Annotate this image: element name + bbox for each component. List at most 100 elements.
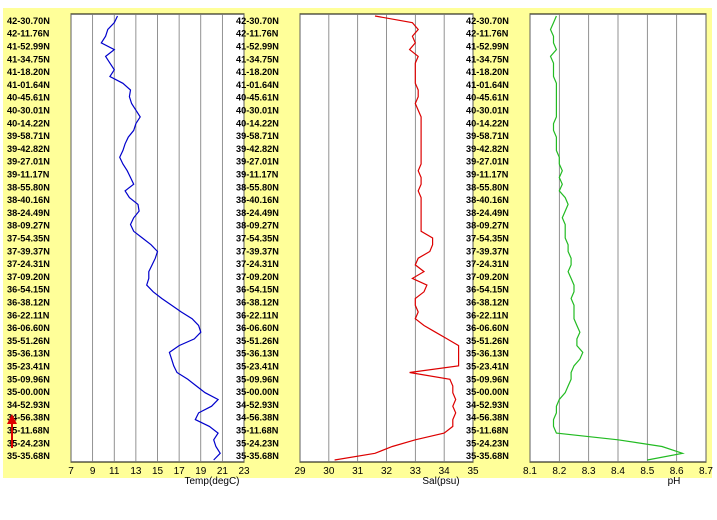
y-tick-label: 35-00.00N bbox=[236, 387, 279, 397]
y-tick-label: 40-14.22N bbox=[7, 118, 50, 128]
y-tick-label: 42-30.70N bbox=[466, 16, 509, 26]
y-tick-label: 38-09.27N bbox=[466, 221, 509, 231]
panel-1: 7 9 11 13 15 17 19 21 23 42-30.70N 42-11.76N 41-52.… bbox=[7, 13, 250, 487]
y-tick-label: 39-11.17N bbox=[466, 170, 509, 180]
x-tick-label: 8.5 bbox=[640, 466, 654, 477]
x-axis-title: pH bbox=[668, 476, 681, 487]
y-tick-label: 35-35.68N bbox=[7, 451, 50, 461]
y-tick-label: 41-01.64N bbox=[7, 80, 50, 90]
x-tick-label: 11 bbox=[109, 466, 120, 477]
y-tick-label: 36-38.12N bbox=[466, 298, 509, 308]
y-tick-label: 36-06.60N bbox=[7, 323, 50, 333]
series-line bbox=[100, 15, 221, 461]
x-tick-label: 8.7 bbox=[699, 466, 713, 477]
y-tick-label: 40-45.61N bbox=[7, 93, 50, 103]
y-tick-label: 35-23.41N bbox=[7, 362, 50, 372]
y-tick-label: 36-38.12N bbox=[236, 298, 279, 308]
y-tick-label: 39-42.82N bbox=[466, 144, 509, 154]
y-tick-label: 41-34.75N bbox=[7, 54, 50, 64]
y-tick-label: 42-30.70N bbox=[7, 16, 50, 26]
y-tick-label: 37-24.31N bbox=[236, 259, 279, 269]
x-tick-label: 29 bbox=[294, 466, 306, 477]
x-tick-label: 23 bbox=[238, 466, 250, 477]
y-tick-label: 40-30.01N bbox=[466, 106, 509, 116]
y-tick-label: 42-11.76N bbox=[236, 29, 279, 39]
y-tick-label: 40-30.01N bbox=[7, 106, 50, 116]
y-tick-label: 35-36.13N bbox=[466, 349, 509, 359]
x-tick-label: 8.2 bbox=[552, 466, 566, 477]
y-tick-label: 39-58.71N bbox=[466, 131, 509, 141]
y-tick-label: 35-36.13N bbox=[236, 349, 279, 359]
arrow-head bbox=[7, 414, 17, 424]
y-tick-label: 37-09.20N bbox=[7, 272, 50, 282]
y-tick-label: 35-51.26N bbox=[466, 336, 509, 346]
x-tick-label: 8.1 bbox=[523, 466, 537, 477]
y-tick-label: 38-40.16N bbox=[466, 195, 509, 205]
y-tick-label: 35-00.00N bbox=[7, 387, 50, 397]
y-tick-label: 38-55.80N bbox=[7, 182, 50, 192]
y-tick-label: 41-18.20N bbox=[466, 67, 509, 77]
y-tick-label: 37-24.31N bbox=[7, 259, 50, 269]
x-tick-label: 13 bbox=[130, 466, 142, 477]
y-tick-label: 36-54.15N bbox=[7, 285, 50, 295]
y-tick-label: 37-54.35N bbox=[466, 234, 509, 244]
x-tick-label: 21 bbox=[217, 466, 229, 477]
x-axis-title: Sal(psu) bbox=[422, 476, 459, 487]
y-tick-label: 39-11.17N bbox=[236, 170, 279, 180]
y-tick-label: 39-58.71N bbox=[236, 131, 279, 141]
direction-arrow-icon bbox=[7, 414, 17, 448]
x-tick-label: 34 bbox=[439, 466, 451, 477]
y-tick-label: 35-00.00N bbox=[466, 387, 509, 397]
y-tick-label: 38-24.49N bbox=[466, 208, 509, 218]
y-tick-label: 34-56.38N bbox=[7, 413, 50, 423]
y-tick-label: 41-01.64N bbox=[466, 80, 509, 90]
y-tick-label: 36-38.12N bbox=[7, 298, 50, 308]
y-tick-label: 37-39.37N bbox=[466, 246, 509, 256]
x-axis-title: Temp(degC) bbox=[184, 476, 239, 487]
y-tick-label: 35-09.96N bbox=[466, 374, 509, 384]
y-tick-label: 35-35.68N bbox=[236, 451, 279, 461]
y-tick-label: 36-54.15N bbox=[236, 285, 279, 295]
y-tick-label: 38-40.16N bbox=[7, 195, 50, 205]
y-tick-label: 37-54.35N bbox=[236, 234, 279, 244]
y-tick-label: 36-22.11N bbox=[236, 310, 279, 320]
y-tick-label: 36-22.11N bbox=[466, 310, 509, 320]
y-tick-label: 36-06.60N bbox=[236, 323, 279, 333]
y-tick-label: 41-34.75N bbox=[236, 54, 279, 64]
x-tick-label: 8.4 bbox=[611, 466, 625, 477]
y-tick-label: 37-09.20N bbox=[466, 272, 509, 282]
y-tick-label: 34-52.93N bbox=[466, 400, 509, 410]
y-tick-label: 38-40.16N bbox=[236, 195, 279, 205]
panel-2: 29 30 31 32 33 34 35 42-30.70N 42-11.76N 41-52.99… bbox=[236, 13, 479, 487]
y-tick-label: 41-52.99N bbox=[466, 42, 509, 52]
y-tick-label: 39-27.01N bbox=[7, 157, 50, 167]
x-tick-label: 19 bbox=[195, 466, 207, 477]
y-tick-label: 39-11.17N bbox=[7, 170, 50, 180]
x-tick-label: 9 bbox=[90, 466, 96, 477]
y-tick-label: 34-52.93N bbox=[7, 400, 50, 410]
y-tick-label: 39-42.82N bbox=[236, 144, 279, 154]
y-tick-label: 38-24.49N bbox=[7, 208, 50, 218]
y-tick-label: 36-22.11N bbox=[7, 310, 50, 320]
y-tick-label: 36-06.60N bbox=[466, 323, 509, 333]
y-tick-label: 41-18.20N bbox=[7, 67, 50, 77]
y-tick-label: 35-09.96N bbox=[236, 374, 279, 384]
y-tick-label: 37-24.31N bbox=[466, 259, 509, 269]
y-tick-label: 35-51.26N bbox=[7, 336, 50, 346]
y-tick-label: 35-09.96N bbox=[7, 374, 50, 384]
y-tick-label: 38-24.49N bbox=[236, 208, 279, 218]
y-tick-label: 34-56.38N bbox=[236, 413, 279, 423]
y-tick-label: 37-39.37N bbox=[236, 246, 279, 256]
y-tick-label: 37-54.35N bbox=[7, 234, 50, 244]
y-tick-label: 35-24.23N bbox=[466, 438, 509, 448]
y-tick-label: 39-58.71N bbox=[7, 131, 50, 141]
y-tick-label: 41-01.64N bbox=[236, 80, 279, 90]
y-tick-label: 37-39.37N bbox=[7, 246, 50, 256]
x-tick-label: 33 bbox=[410, 466, 422, 477]
series-line bbox=[549, 15, 685, 461]
panel-3: 8.1 8.2 8.3 8.4 8.5 8.6 8.7 42-30.70N 42-11.76N 4… bbox=[466, 13, 713, 487]
x-tick-label: 8.6 bbox=[670, 466, 684, 477]
y-tick-label: 40-45.61N bbox=[466, 93, 509, 103]
x-tick-label: 17 bbox=[174, 466, 186, 477]
